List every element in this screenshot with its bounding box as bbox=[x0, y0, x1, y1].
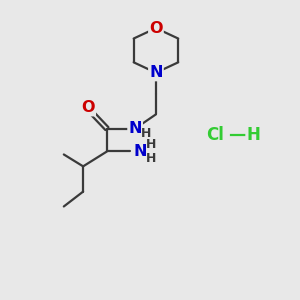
Text: H: H bbox=[247, 126, 260, 144]
Text: N: N bbox=[128, 121, 142, 136]
Text: N: N bbox=[149, 65, 163, 80]
Text: H: H bbox=[146, 138, 157, 151]
Text: Cl: Cl bbox=[206, 126, 224, 144]
Text: H: H bbox=[141, 128, 152, 140]
Text: N: N bbox=[134, 144, 147, 159]
Text: O: O bbox=[81, 100, 95, 115]
Text: O: O bbox=[149, 21, 163, 36]
Text: H: H bbox=[146, 152, 157, 165]
